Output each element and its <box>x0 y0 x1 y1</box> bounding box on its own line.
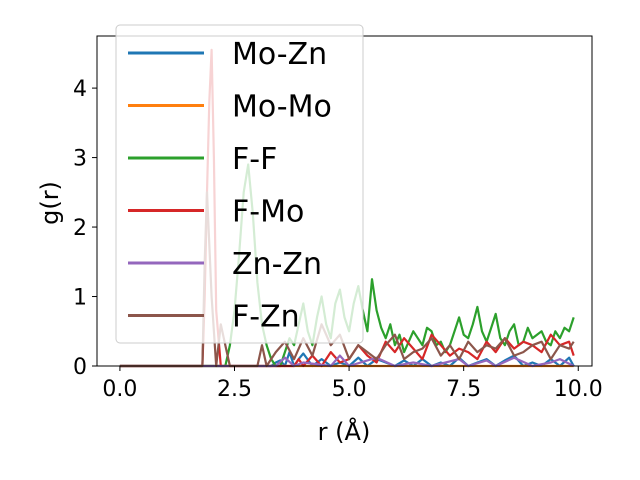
x-tick-label: 10.0 <box>554 377 603 402</box>
x-tick-label: 2.5 <box>217 377 252 402</box>
legend-label: Zn-Zn <box>232 247 322 282</box>
x-tick-label: 0.0 <box>102 377 137 402</box>
legend-label: F-F <box>232 142 277 177</box>
legend-label: Mo-Mo <box>232 90 332 125</box>
legend-label: Mo-Zn <box>232 37 327 72</box>
x-axis-ticks: 0.0 2.5 5.0 7.5 10.0 <box>102 366 603 402</box>
y-tick-label: 4 <box>73 77 87 102</box>
y-tick-label: 3 <box>73 147 87 172</box>
series-line-zn-zn <box>119 354 575 368</box>
x-tick-label: 5.0 <box>332 377 367 402</box>
legend: Mo-Zn Mo-Mo F-F F-Mo Zn-Zn F-Zn <box>115 24 364 344</box>
y-axis-label: g(r) <box>36 181 64 225</box>
y-tick-label: 0 <box>73 355 87 380</box>
y-axis-ticks: 0 1 2 3 4 <box>73 77 97 380</box>
y-tick-label: 2 <box>73 216 87 241</box>
x-tick-label: 7.5 <box>446 377 481 402</box>
legend-label: F-Mo <box>232 195 304 230</box>
legend-box <box>115 24 364 344</box>
x-axis-label: r (Å) <box>318 417 371 446</box>
y-tick-label: 1 <box>73 286 87 311</box>
legend-label: F-Zn <box>232 300 300 335</box>
series-line-f-zn <box>119 191 575 368</box>
